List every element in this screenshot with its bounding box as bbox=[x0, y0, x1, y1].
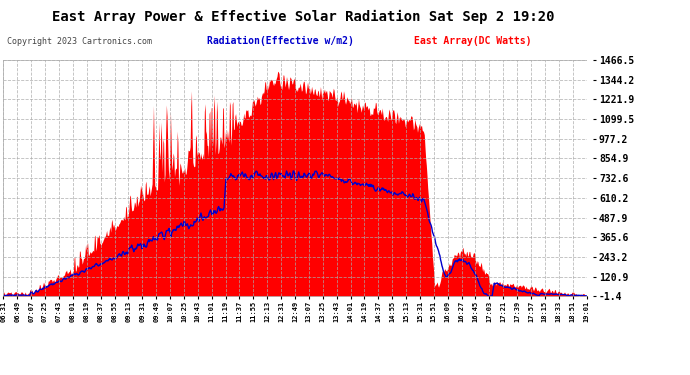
Text: Radiation(Effective w/m2): Radiation(Effective w/m2) bbox=[207, 36, 354, 46]
Text: East Array(DC Watts): East Array(DC Watts) bbox=[414, 36, 531, 46]
Text: East Array Power & Effective Solar Radiation Sat Sep 2 19:20: East Array Power & Effective Solar Radia… bbox=[52, 9, 555, 24]
Text: Copyright 2023 Cartronics.com: Copyright 2023 Cartronics.com bbox=[7, 38, 152, 46]
